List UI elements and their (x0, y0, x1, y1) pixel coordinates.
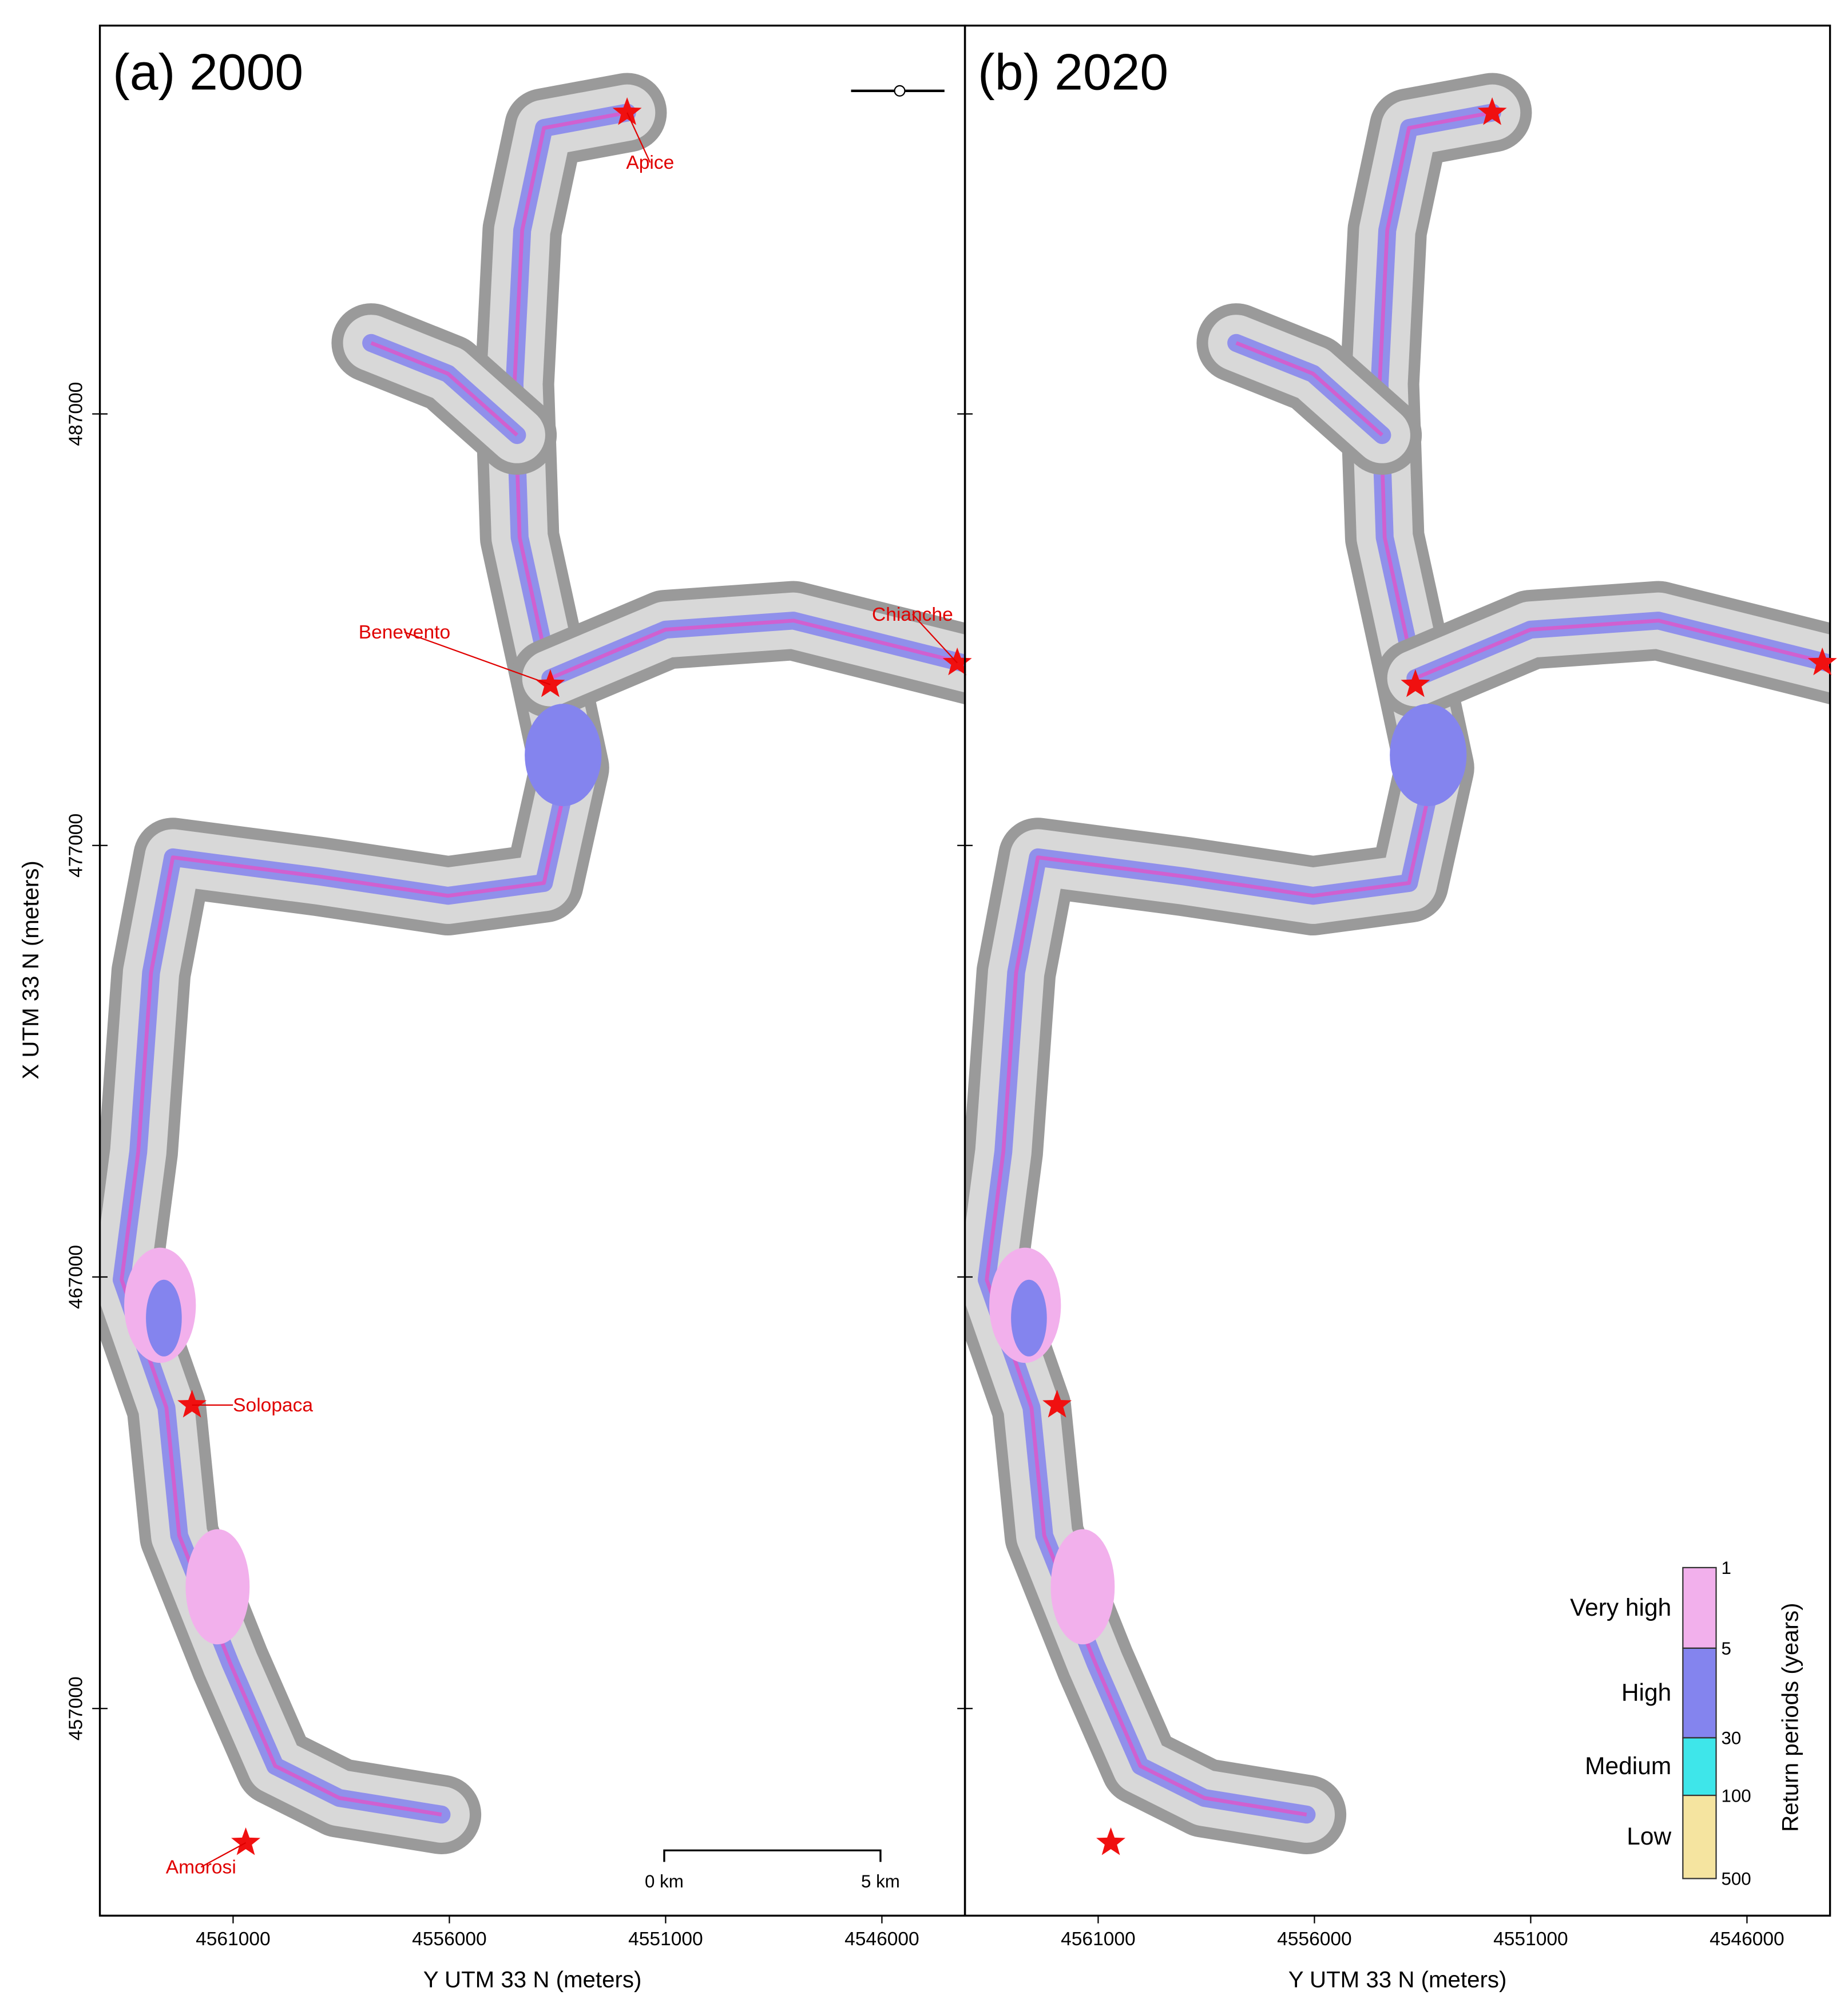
place-label: Amorosi (166, 1857, 236, 1878)
place-label: Apice (626, 152, 674, 173)
legend-bound: 500 (1721, 1869, 1751, 1889)
x-tick-label: 4556000 (412, 1929, 487, 1950)
flood-high-area (1390, 704, 1467, 807)
river (1414, 618, 1830, 680)
x-axis-label: Y UTM 33 N (meters) (1288, 1967, 1507, 1993)
flood-high-area (525, 704, 602, 807)
town-star (1401, 669, 1430, 697)
scale-label: 0 km (645, 1871, 684, 1891)
x-tick-label: 4546000 (1710, 1929, 1784, 1950)
legend-bound: 100 (1721, 1786, 1751, 1806)
town-star (177, 1390, 207, 1418)
town-star (1042, 1390, 1072, 1418)
y-tick-label: 467000 (65, 1245, 86, 1309)
scale-bar (663, 1849, 882, 1862)
legend-class: Very high (1570, 1595, 1671, 1621)
town-star (1477, 97, 1507, 125)
town-star (1807, 647, 1837, 676)
legend-bound: 30 (1721, 1728, 1741, 1748)
panel-title: (a) 2000 (113, 43, 303, 101)
x-axis-label: Y UTM 33 N (meters) (423, 1967, 642, 1993)
y-tick-label: 477000 (65, 814, 86, 878)
town-star (536, 669, 565, 697)
place-label: Chianche (872, 604, 953, 625)
town-star (231, 1827, 261, 1855)
legend-title: Return periods (years) (1778, 1603, 1803, 1831)
valley (100, 73, 965, 1854)
flood-high-area (1011, 1279, 1047, 1357)
x-tick-label: 4561000 (196, 1929, 271, 1950)
place-label: Solopaca (233, 1395, 313, 1416)
flood-very-high (1050, 1529, 1115, 1645)
y-axis-label: X UTM 33 N (meters) (18, 860, 43, 1079)
leader-line (404, 631, 551, 685)
valley (965, 73, 1830, 1854)
legend-class: Medium (1585, 1753, 1671, 1780)
river (1235, 341, 1383, 437)
town-star (1096, 1827, 1126, 1855)
legend-swatch (1682, 1647, 1717, 1739)
place-label: Benevento (359, 622, 450, 643)
legend-class: High (1621, 1680, 1671, 1707)
leader-line (626, 112, 651, 163)
river (370, 341, 518, 437)
legend-class: Low (1627, 1823, 1671, 1850)
north-arrow-circle (894, 85, 906, 97)
panel-title: (b) 2020 (978, 43, 1168, 101)
y-tick-label: 487000 (65, 382, 86, 446)
scale-label: 5 km (861, 1871, 900, 1891)
legend-swatch (1682, 1737, 1717, 1796)
legend-bound: 5 (1721, 1639, 1731, 1659)
panel-frame (963, 25, 1831, 1917)
leader-line (912, 613, 958, 664)
legend-swatch (1682, 1566, 1717, 1649)
river (549, 618, 965, 680)
town-star (612, 97, 642, 125)
leader-line (200, 1842, 247, 1868)
map-panel: (b) 2020 4561000 4556000 4551000 4546000 Y UT… (957, 25, 1837, 1993)
x-tick-label: 4551000 (1493, 1929, 1568, 1950)
y-tick-label: 457000 (65, 1676, 86, 1740)
legend-swatch (1682, 1794, 1717, 1879)
x-tick-label: 4561000 (1061, 1929, 1136, 1950)
x-tick-label: 4556000 (1277, 1929, 1352, 1950)
map-panel: (a) 2000 Apice Chianche Benevento Solopaca Am… (65, 25, 972, 1993)
flood-very-high (185, 1529, 250, 1645)
x-tick-label: 4551000 (628, 1929, 703, 1950)
x-tick-label: 4546000 (844, 1929, 919, 1950)
town-star (942, 647, 972, 676)
flood-high-area (146, 1279, 182, 1357)
legend-bound: 1 (1721, 1558, 1731, 1578)
